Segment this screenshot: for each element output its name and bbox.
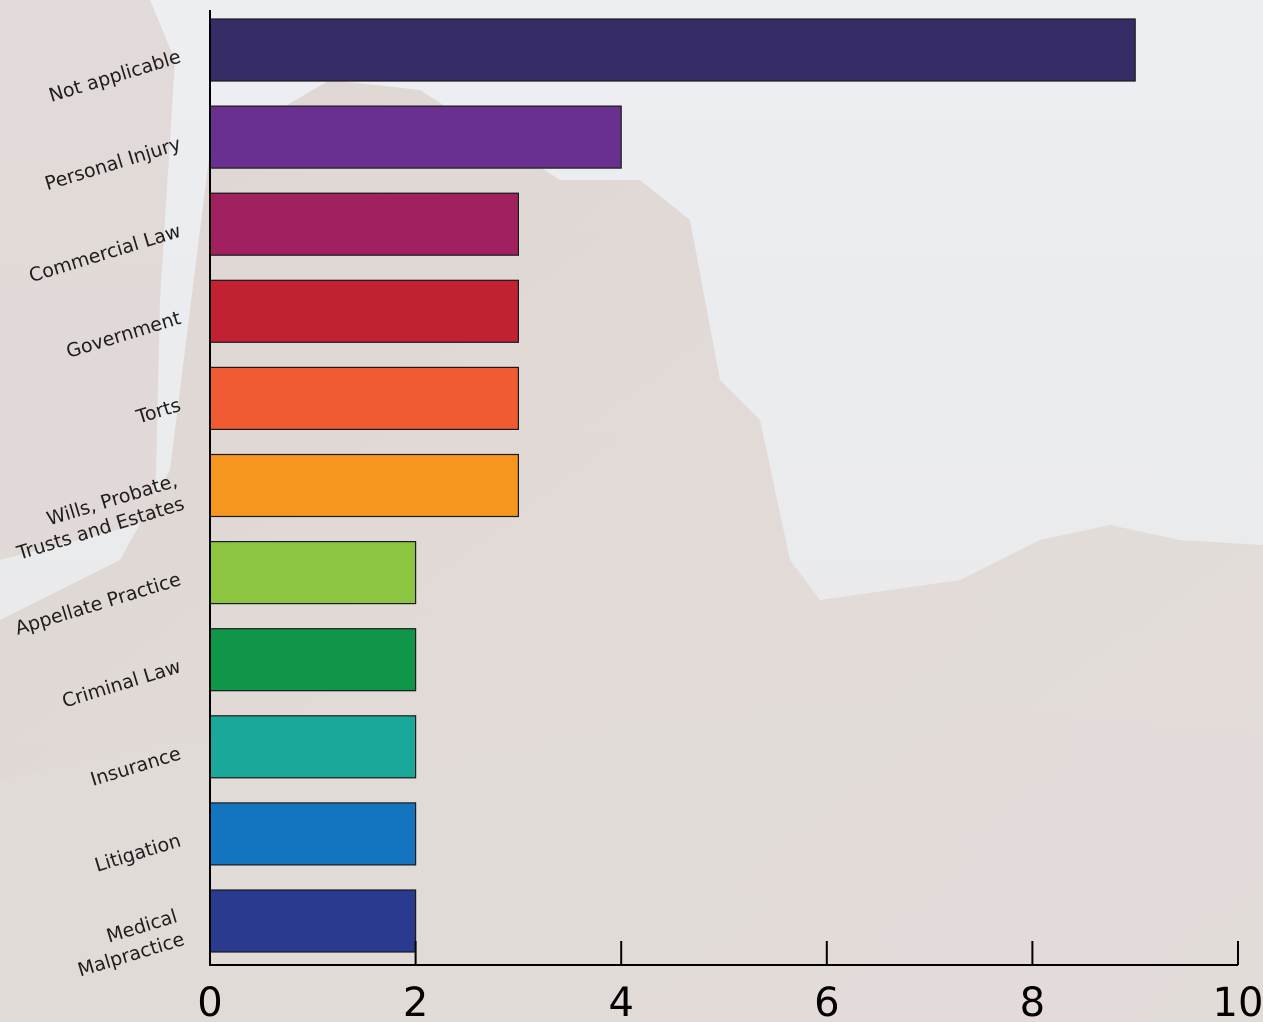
category-label: Insurance (88, 743, 184, 791)
category-label-line: Government (64, 307, 184, 363)
category-label-line: Criminal Law (59, 655, 183, 712)
category-label-line: Commercial Law (26, 220, 183, 287)
bar (209, 192, 519, 256)
category-label: Torts (133, 394, 184, 429)
category-label: Appellate Practice (12, 568, 183, 639)
bar (209, 540, 417, 605)
category-label-line: Torts (133, 394, 184, 429)
x-tick-label: 8 (1020, 980, 1045, 1022)
bar (209, 105, 622, 169)
category-label: Criminal Law (59, 655, 183, 712)
category-label: Government (64, 307, 184, 363)
x-tick-label: 0 (197, 980, 222, 1022)
category-label-line: Not applicable (46, 46, 183, 107)
category-label: Not applicable (46, 46, 183, 107)
bar (209, 889, 417, 953)
category-label: Personal Injury (42, 133, 183, 195)
x-tick-label: 4 (608, 980, 633, 1022)
bar (209, 628, 417, 692)
category-label-line: Personal Injury (42, 133, 183, 195)
x-tick-label: 10 (1213, 980, 1263, 1022)
category-label-line: Appellate Practice (12, 568, 183, 639)
x-tick-label: 6 (814, 980, 839, 1022)
bar (209, 366, 519, 430)
category-label: MedicalMalpractice (68, 905, 187, 981)
category-label-line: Litigation (92, 830, 183, 877)
bar (209, 279, 519, 343)
category-label: Wills, Probate,Trusts and Estates (6, 470, 187, 565)
category-label: Commercial Law (26, 220, 183, 287)
bar (209, 18, 1136, 82)
category-label: Litigation (92, 830, 183, 877)
bar (209, 453, 519, 518)
x-tick-label: 2 (403, 980, 428, 1022)
category-label-line: Insurance (88, 743, 184, 791)
bar (209, 715, 417, 779)
bar (209, 802, 417, 866)
